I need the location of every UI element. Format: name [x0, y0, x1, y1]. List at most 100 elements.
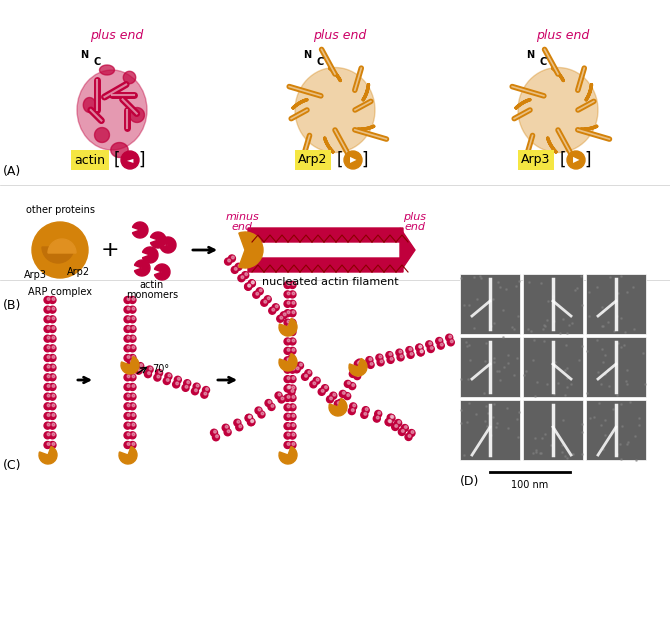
Circle shape	[287, 414, 290, 417]
Circle shape	[292, 396, 295, 398]
Wedge shape	[279, 446, 297, 464]
Circle shape	[342, 404, 344, 407]
Circle shape	[129, 393, 136, 400]
Text: ARP complex: ARP complex	[28, 287, 92, 297]
Polygon shape	[129, 107, 145, 123]
Circle shape	[193, 383, 200, 390]
Circle shape	[417, 349, 424, 356]
Circle shape	[132, 298, 135, 301]
Circle shape	[284, 338, 291, 345]
Ellipse shape	[295, 68, 375, 153]
Circle shape	[287, 433, 290, 436]
Circle shape	[124, 384, 131, 391]
Circle shape	[255, 407, 262, 414]
Circle shape	[287, 396, 290, 398]
Circle shape	[289, 394, 296, 401]
Circle shape	[313, 382, 316, 385]
Circle shape	[417, 349, 424, 356]
Circle shape	[47, 365, 50, 368]
Circle shape	[357, 374, 360, 376]
Circle shape	[249, 280, 255, 287]
Circle shape	[356, 359, 363, 366]
Text: (A): (A)	[3, 166, 21, 179]
Text: (B): (B)	[3, 298, 21, 311]
Circle shape	[289, 356, 296, 364]
Circle shape	[121, 151, 139, 169]
Circle shape	[287, 367, 290, 370]
Circle shape	[268, 401, 271, 404]
Circle shape	[232, 256, 234, 259]
Circle shape	[132, 346, 135, 348]
Circle shape	[322, 389, 324, 392]
Circle shape	[129, 441, 136, 448]
Circle shape	[265, 399, 272, 407]
Circle shape	[166, 379, 169, 381]
Circle shape	[129, 306, 136, 313]
Circle shape	[129, 316, 136, 323]
Circle shape	[44, 384, 51, 391]
Circle shape	[249, 415, 251, 418]
Circle shape	[397, 354, 404, 361]
Circle shape	[47, 375, 50, 378]
Circle shape	[206, 388, 208, 391]
Circle shape	[127, 327, 130, 329]
Circle shape	[231, 267, 239, 273]
Circle shape	[238, 264, 241, 267]
Circle shape	[344, 151, 362, 169]
Circle shape	[288, 324, 291, 327]
Circle shape	[352, 384, 354, 386]
Circle shape	[129, 365, 131, 368]
Circle shape	[302, 373, 308, 380]
Text: minus: minus	[225, 212, 259, 222]
Wedge shape	[161, 237, 176, 253]
Wedge shape	[48, 239, 76, 253]
Circle shape	[44, 432, 51, 439]
Circle shape	[430, 347, 433, 350]
FancyBboxPatch shape	[248, 258, 403, 272]
Circle shape	[289, 441, 296, 448]
Circle shape	[291, 321, 294, 324]
Circle shape	[308, 371, 311, 374]
Circle shape	[284, 291, 291, 298]
FancyBboxPatch shape	[248, 228, 403, 242]
Wedge shape	[239, 232, 263, 268]
Circle shape	[132, 317, 135, 320]
Circle shape	[378, 412, 381, 414]
Bar	[460, 400, 520, 460]
Circle shape	[284, 310, 291, 317]
Wedge shape	[119, 446, 137, 464]
Circle shape	[438, 342, 444, 349]
Circle shape	[291, 389, 294, 392]
Text: Arp2: Arp2	[298, 154, 328, 167]
Circle shape	[44, 335, 51, 342]
Circle shape	[344, 381, 351, 388]
Circle shape	[49, 296, 56, 304]
Circle shape	[439, 339, 442, 342]
Circle shape	[299, 363, 302, 366]
Text: actin: actin	[74, 154, 105, 167]
Circle shape	[44, 422, 51, 429]
Circle shape	[292, 386, 295, 389]
Circle shape	[289, 310, 296, 317]
Text: plus end: plus end	[537, 29, 590, 42]
Circle shape	[362, 364, 364, 366]
Circle shape	[49, 412, 56, 420]
Circle shape	[283, 313, 286, 316]
Circle shape	[358, 363, 366, 370]
Circle shape	[129, 326, 136, 332]
Circle shape	[386, 352, 393, 358]
Circle shape	[278, 396, 285, 403]
Circle shape	[399, 350, 402, 353]
Circle shape	[132, 384, 135, 388]
Circle shape	[253, 291, 260, 298]
Circle shape	[214, 430, 216, 433]
Circle shape	[49, 306, 56, 313]
Circle shape	[333, 393, 336, 396]
Circle shape	[284, 376, 291, 383]
Circle shape	[287, 292, 290, 295]
Circle shape	[401, 430, 404, 432]
Circle shape	[157, 375, 159, 378]
Circle shape	[292, 283, 295, 285]
Circle shape	[163, 378, 170, 384]
Circle shape	[49, 364, 56, 371]
